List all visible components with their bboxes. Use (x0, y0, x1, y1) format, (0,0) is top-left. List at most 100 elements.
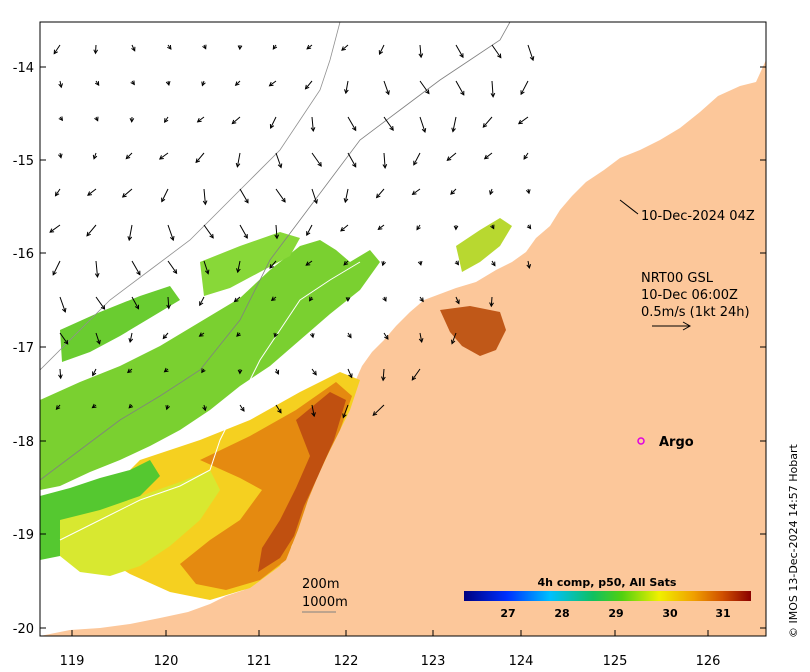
current-vector-arrowhead (451, 127, 456, 133)
current-vector-arrow (523, 152, 529, 160)
current-vector-arrowhead (129, 117, 135, 123)
current-vector-arrowhead (63, 339, 69, 345)
current-vector-arrow (527, 44, 534, 61)
current-vector-arrow (446, 152, 457, 161)
current-vector-arrowhead (52, 270, 57, 276)
current-vector-arrow (419, 332, 423, 343)
current-vector-arrowhead (128, 403, 134, 409)
lat-label: -18 (13, 435, 34, 450)
current-vector-arrow (455, 80, 465, 96)
current-vector-arrowhead (87, 191, 92, 196)
current-vector-arrowhead (204, 269, 210, 275)
current-vector-arrowhead (312, 370, 317, 376)
current-vector-arrowhead (61, 307, 67, 313)
current-vector-arrowhead (277, 408, 282, 414)
current-vector-arrowhead (385, 90, 390, 96)
current-vector-arrowhead (460, 90, 465, 96)
current-vector-arrow (482, 116, 493, 128)
current-vectors (49, 44, 535, 419)
current-vector-arrow (341, 44, 349, 51)
current-vector-arrow (342, 404, 349, 418)
sst-offshore-strip (60, 286, 180, 362)
sst-coastal-north (456, 218, 512, 272)
current-vector-arrowhead (273, 332, 279, 338)
current-vector-arrowhead (161, 197, 166, 203)
current-vector-arrow (305, 80, 313, 90)
sst-field (40, 218, 512, 600)
lat-axis: -14 -15 -16 -17 -18 -19 -20 (13, 61, 766, 637)
current-vector-arrow (95, 296, 106, 310)
current-vector-arrow (347, 116, 357, 131)
current-vector-arrowhead (377, 225, 383, 231)
current-vector-arrow (167, 260, 178, 274)
current-vector-arrowhead (158, 155, 164, 160)
current-vector-arrow (131, 260, 141, 275)
current-vector-arrowhead (348, 373, 353, 379)
current-vector-arrowhead (231, 119, 237, 125)
current-vector-arrowhead (130, 80, 135, 86)
current-vector-arrow (239, 188, 249, 204)
current-vector-arrowhead (347, 333, 352, 339)
sst-offshore-strip-2 (200, 232, 300, 296)
current-vector-arrowhead (372, 411, 378, 417)
current-vector-arrowhead (121, 193, 127, 198)
current-vector-arrow (419, 44, 422, 58)
current-vector-arrowhead (49, 228, 55, 233)
current-vector-arrowhead (234, 81, 240, 87)
sst-green-band (40, 240, 380, 490)
current-vector-arrow (372, 404, 385, 416)
current-vector-arrowhead (134, 304, 139, 310)
current-vector-arrowhead (345, 297, 351, 303)
current-vector-arrowhead (96, 339, 101, 345)
current-vector-arrow (59, 80, 62, 88)
current-vector-arrow (197, 116, 205, 123)
current-vector-arrow (59, 368, 62, 379)
current-vector-arrowhead (305, 261, 311, 266)
current-vector-arrowhead (198, 332, 204, 337)
current-vector-arrowhead (164, 118, 169, 123)
argo-float-marker (637, 437, 645, 445)
current-vector-arrowhead (94, 273, 100, 278)
current-vector-arrow (159, 152, 169, 160)
current-vector-arrow (92, 368, 97, 376)
current-vector-arrow (419, 80, 430, 94)
current-vector-arrowhead (269, 263, 274, 269)
current-vector-arrow (419, 116, 426, 133)
current-vector-arrow (239, 404, 245, 412)
current-vector-arrow (451, 332, 457, 344)
current-vector-arrowhead (382, 164, 388, 169)
current-vector-arrowhead (497, 53, 502, 59)
current-vector-arrowhead (136, 270, 141, 276)
lon-label: 122 (334, 654, 359, 669)
current-vector-arrowhead (127, 236, 133, 242)
current-vector-arrowhead (490, 224, 495, 230)
current-vector-arrowhead (55, 405, 61, 410)
current-vector-arrow (95, 260, 98, 277)
current-vector-arrow (234, 296, 241, 302)
current-vector-arrowhead (53, 49, 58, 55)
current-vector-arrowhead (274, 369, 280, 375)
current-vector-arrow (412, 188, 421, 195)
sst-hottest (258, 392, 346, 572)
current-vector-arrowhead (459, 53, 464, 59)
current-vector-arrow (161, 188, 169, 202)
current-vector-arrow (53, 44, 61, 54)
current-vector-arrowhead (425, 89, 430, 95)
current-vector-arrow (125, 152, 133, 159)
current-vector-arrowhead (352, 126, 357, 132)
current-vector-arrowhead (165, 80, 171, 87)
current-vector-arrow (237, 260, 241, 273)
current-vector-arrow (344, 188, 349, 203)
current-vector-arrowhead (128, 338, 134, 344)
current-vector-arrow (162, 332, 169, 339)
current-vector-arrowhead (483, 154, 489, 160)
current-vector-arrowhead (237, 369, 243, 375)
current-vector-arrowhead (378, 50, 384, 56)
current-vector-arrowhead (489, 302, 494, 308)
land-mass (40, 60, 766, 636)
current-vector-arrow (450, 188, 457, 195)
current-vector-arrowhead (389, 126, 394, 131)
lon-label: 125 (603, 654, 628, 669)
colorbar-tick: 28 (554, 607, 569, 620)
current-vector-arrowhead (201, 81, 206, 87)
